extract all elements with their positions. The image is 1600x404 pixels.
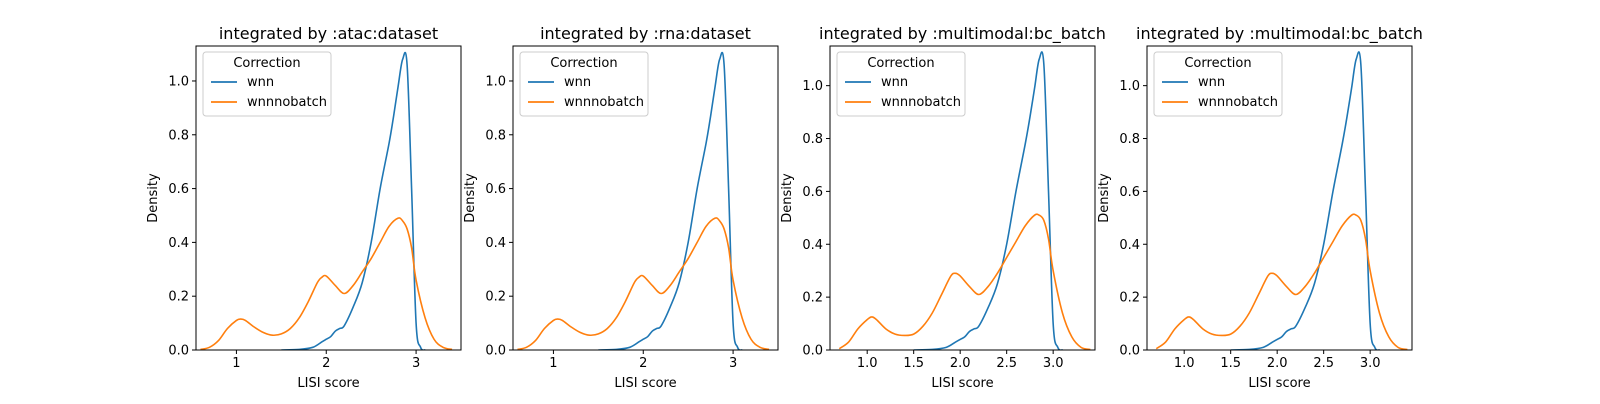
- chart-panel-1: 1 2 3 0.0 0.2 0.4 0.6 0.8 1.0 LISI score Density in…: [146, 24, 462, 391]
- series-line-wnn: [598, 51, 743, 350]
- plot-frame: [195, 45, 462, 351]
- legend: Correction wnn wnnnobatch: [1153, 51, 1283, 117]
- x-tick-label: 2.5: [996, 356, 1017, 371]
- y-axis-title: Density: [146, 173, 161, 223]
- series-line-wnn: [281, 51, 426, 350]
- x-tick-label: 1: [549, 356, 557, 371]
- y-tick-label: 0.8: [802, 132, 823, 147]
- series-line-wnn: [1230, 51, 1380, 350]
- legend-label-wnn: wnn: [881, 75, 908, 90]
- y-tick-label: 0.2: [168, 290, 189, 305]
- y-tick-label: 0.0: [802, 344, 823, 359]
- panel-title: integrated by :multimodal:bc_batch: [819, 24, 1106, 44]
- chart-panel-4: 1.0 1.5 2.0 2.5 3.0 0.0 0.2 0.4 0.6 0.8 1.0 LISI sc…: [1097, 24, 1423, 391]
- legend-title: Correction: [867, 56, 934, 71]
- series-line-wnnnobatch: [517, 217, 770, 350]
- x-tick-label: 2.0: [950, 356, 971, 371]
- y-tick-label: 0.4: [168, 236, 189, 251]
- y-axis-title: Density: [780, 173, 795, 223]
- legend-label-wnn: wnn: [1198, 75, 1225, 90]
- legend-label-wnn: wnn: [247, 75, 274, 90]
- x-axis-title: LISI score: [931, 376, 993, 391]
- legend: Correction wnn wnnnobatch: [836, 51, 966, 117]
- series-line-wnnnobatch: [838, 213, 1091, 350]
- x-axis-title: LISI score: [614, 376, 676, 391]
- legend-frame: [202, 51, 332, 117]
- y-tick-label: 0.6: [168, 182, 189, 197]
- series-line-wnnnobatch: [1155, 213, 1408, 350]
- y-tick-label: 0.0: [1119, 344, 1140, 359]
- legend-label-wnnnobatch: wnnnobatch: [564, 95, 644, 110]
- x-tick-label: 2: [639, 356, 647, 371]
- x-tick-label: 1.0: [1174, 356, 1195, 371]
- y-tick-label: 1.0: [485, 74, 506, 89]
- legend-label-wnnnobatch: wnnnobatch: [247, 95, 327, 110]
- y-tick-label: 0.8: [485, 128, 506, 143]
- y-tick-label: 0.6: [485, 182, 506, 197]
- x-tick-label: 1.5: [1220, 356, 1241, 371]
- x-tick-label: 2.0: [1267, 356, 1288, 371]
- panel-title: integrated by :multimodal:bc_batch: [1136, 24, 1423, 44]
- y-tick-label: 1.0: [168, 74, 189, 89]
- legend-title: Correction: [550, 56, 617, 71]
- x-tick-label: 3.0: [1043, 356, 1064, 371]
- y-tick-label: 1.0: [802, 79, 823, 94]
- series-line-wnn: [913, 51, 1063, 350]
- y-tick-label: 0.2: [485, 290, 506, 305]
- x-tick-label: 1.5: [903, 356, 924, 371]
- y-tick-label: 0.4: [802, 238, 823, 253]
- plot-frame: [512, 45, 779, 351]
- x-tick-label: 1: [232, 356, 240, 371]
- legend: Correction wnn wnnnobatch: [519, 51, 649, 117]
- x-tick-label: 3: [412, 356, 420, 371]
- series-line-wnnnobatch: [200, 217, 453, 350]
- plot-frame: [829, 45, 1096, 351]
- legend-title: Correction: [1184, 56, 1251, 71]
- y-axis-title: Density: [1097, 173, 1112, 223]
- x-tick-label: 3.0: [1360, 356, 1381, 371]
- y-tick-label: 0.2: [802, 291, 823, 306]
- y-tick-label: 1.0: [1119, 79, 1140, 94]
- y-tick-label: 0.0: [485, 344, 506, 359]
- x-axis-title: LISI score: [1248, 376, 1310, 391]
- chart-panel-3: 1.0 1.5 2.0 2.5 3.0 0.0 0.2 0.4 0.6 0.8 1.0 LISI sc…: [780, 24, 1106, 391]
- legend-label-wnn: wnn: [564, 75, 591, 90]
- panel-title: integrated by :rna:dataset: [540, 24, 751, 43]
- chart-panel-2: 1 2 3 0.0 0.2 0.4 0.6 0.8 1.0 LISI score Density in…: [463, 24, 779, 391]
- legend-frame: [1153, 51, 1283, 117]
- legend-title: Correction: [233, 56, 300, 71]
- x-tick-label: 2: [322, 356, 330, 371]
- legend-label-wnnnobatch: wnnnobatch: [881, 95, 961, 110]
- y-axis-title: Density: [463, 173, 478, 223]
- y-tick-label: 0.6: [802, 185, 823, 200]
- y-tick-label: 0.8: [1119, 132, 1140, 147]
- x-tick-label: 3: [729, 356, 737, 371]
- legend-frame: [519, 51, 649, 117]
- legend-label-wnnnobatch: wnnnobatch: [1198, 95, 1278, 110]
- y-tick-label: 0.4: [485, 236, 506, 251]
- x-tick-label: 1.0: [857, 356, 878, 371]
- legend: Correction wnn wnnnobatch: [202, 51, 332, 117]
- panel-title: integrated by :atac:dataset: [219, 24, 438, 43]
- legend-frame: [836, 51, 966, 117]
- y-tick-label: 0.6: [1119, 185, 1140, 200]
- y-tick-label: 0.2: [1119, 291, 1140, 306]
- plot-frame: [1146, 45, 1413, 351]
- y-tick-label: 0.8: [168, 128, 189, 143]
- y-tick-label: 0.4: [1119, 238, 1140, 253]
- x-axis-title: LISI score: [297, 376, 359, 391]
- x-tick-label: 2.5: [1313, 356, 1334, 371]
- y-tick-label: 0.0: [168, 344, 189, 359]
